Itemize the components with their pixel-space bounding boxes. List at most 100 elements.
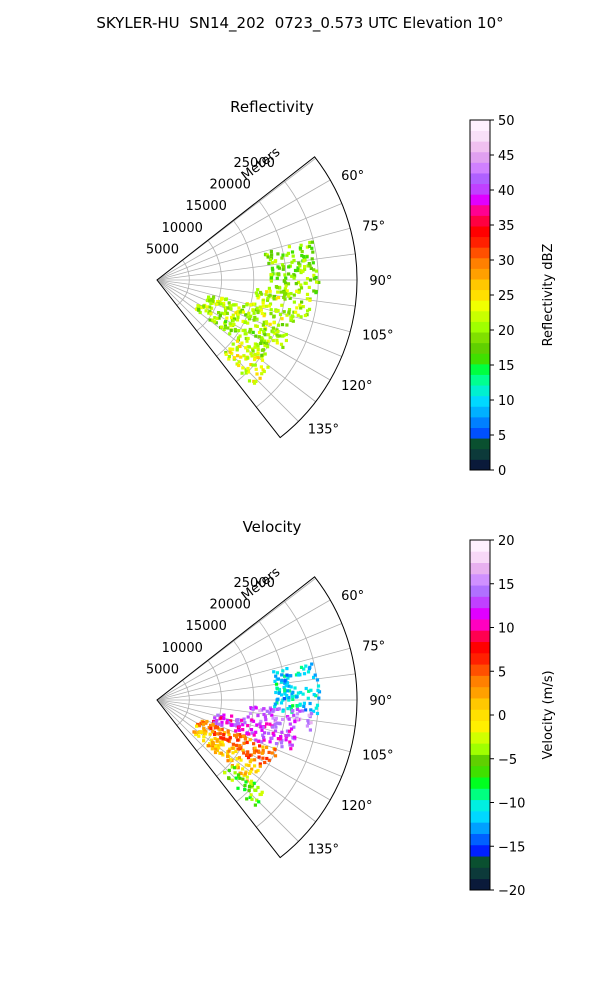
echo-cell — [225, 719, 229, 723]
echo-cell — [277, 687, 282, 692]
echo-cell — [254, 367, 258, 371]
echo-cell — [220, 297, 224, 301]
colorbar-tick-label: 15 — [498, 578, 515, 593]
colorbar-segment — [470, 406, 490, 418]
echo-cell — [262, 314, 266, 318]
echo-cell — [285, 681, 290, 685]
echo-cell — [242, 741, 246, 745]
echo-cell — [261, 733, 265, 737]
echo-cell — [305, 724, 309, 728]
echo-cell — [256, 296, 260, 300]
radial-tick-label: 25000 — [234, 156, 275, 171]
colorbar-segment — [470, 788, 490, 801]
echo-cell — [254, 749, 259, 753]
grid-spoke — [156, 203, 342, 281]
echo-cell — [310, 246, 314, 250]
angle-tick-label: 105° — [362, 328, 393, 343]
echo-cell — [305, 292, 310, 296]
echo-cell — [295, 268, 299, 273]
echo-cell — [248, 330, 252, 334]
echo-cell — [295, 306, 299, 310]
echo-cell — [243, 332, 247, 336]
echo-cell — [274, 725, 278, 729]
echo-cell — [287, 272, 291, 276]
echo-cell — [243, 788, 247, 792]
colorbar-segment — [470, 585, 490, 597]
echo-cell — [286, 689, 290, 693]
echo-cell — [215, 302, 219, 306]
velocity-panel: Velocity 60° 75° 90° 105° 120° 135° 5000 10000 15… — [146, 518, 556, 899]
colorbar-segment — [470, 709, 490, 722]
echo-cell — [219, 736, 223, 740]
echo-cell — [231, 751, 235, 755]
echo-cell — [234, 303, 238, 307]
echo-cell — [247, 763, 251, 768]
echo-cell — [290, 692, 294, 696]
colorbar-segment — [470, 664, 490, 676]
echo-cell — [300, 300, 304, 304]
radial-tick-label: 15000 — [186, 619, 227, 634]
echo-cell — [217, 311, 221, 315]
echo-cell — [200, 306, 204, 310]
echo-cell — [276, 737, 280, 741]
colorbar-tick-label: −15 — [498, 840, 525, 855]
echo-cell — [238, 735, 243, 739]
echo-cell — [271, 731, 275, 735]
echo-cell — [283, 688, 287, 692]
echo-cell — [236, 738, 240, 742]
echo-cell — [222, 303, 226, 307]
echo-cell — [268, 722, 272, 726]
echo-cell — [230, 765, 234, 769]
echo-cell — [211, 298, 215, 302]
echo-cell — [274, 259, 278, 263]
echo-cell — [298, 246, 302, 250]
echo-cell — [291, 697, 295, 701]
echo-cell — [302, 259, 306, 263]
radial-tick-label: 5000 — [146, 242, 179, 257]
echo-cell — [259, 365, 263, 369]
echo-cell — [281, 267, 285, 271]
echo-cell — [315, 678, 320, 682]
colorbar-segment — [470, 130, 490, 142]
echo-cell — [213, 732, 217, 736]
echo-cell — [273, 705, 277, 709]
echo-cell — [246, 349, 250, 353]
echo-cell — [214, 321, 218, 325]
echo-cell — [236, 354, 240, 358]
echo-cell — [297, 261, 301, 265]
colorbar-segment — [470, 765, 490, 778]
echo-cell — [255, 798, 259, 802]
echo-cell — [271, 716, 275, 720]
echo-cell — [286, 676, 290, 680]
echo-cell — [265, 756, 269, 761]
echo-cell — [308, 278, 313, 282]
colorbar-segment — [470, 310, 490, 322]
echo-cell — [238, 733, 242, 737]
echo-cell — [288, 722, 292, 726]
echo-cell — [248, 771, 252, 775]
grid-spoke — [156, 647, 351, 701]
echo-cell — [287, 265, 291, 269]
echo-cell — [268, 257, 272, 262]
echo-cell — [272, 315, 276, 319]
echo-cell — [196, 304, 200, 308]
echo-cell — [222, 301, 226, 305]
echo-cell — [233, 733, 237, 737]
echo-cell — [236, 747, 240, 751]
echo-cell — [295, 704, 299, 708]
echo-cell — [217, 746, 221, 750]
echo-cell — [222, 713, 226, 717]
echo-cell — [262, 736, 266, 740]
echo-cell — [279, 701, 284, 705]
echo-cell — [212, 730, 216, 735]
echo-cell — [289, 292, 293, 296]
echo-cell — [234, 776, 238, 780]
echo-cell — [250, 767, 254, 771]
echo-cell — [281, 669, 285, 673]
echo-cell — [229, 328, 233, 333]
echo-cell — [269, 249, 273, 254]
echo-cell — [252, 379, 256, 383]
echo-cell — [279, 680, 284, 684]
echo-cell — [262, 369, 266, 374]
echo-cell — [241, 319, 245, 323]
